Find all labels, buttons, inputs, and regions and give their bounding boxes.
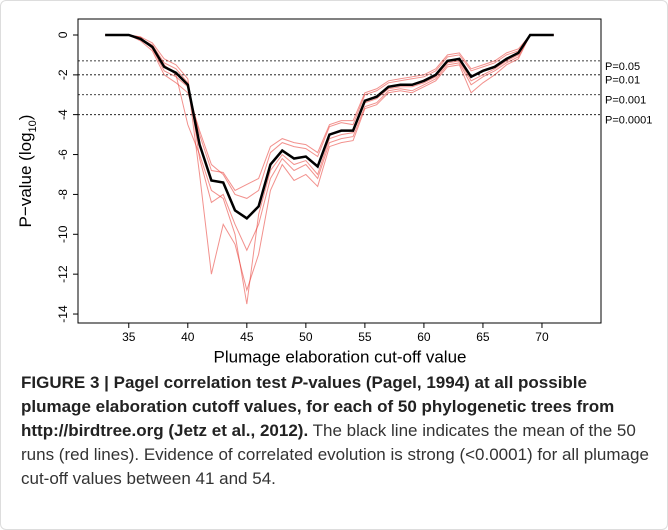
x-tick-label: 50 <box>299 330 313 344</box>
caption-bold: FIGURE 3 | Pagel correlation test <box>21 373 292 392</box>
plot-box <box>77 18 602 324</box>
x-tick-label: 65 <box>476 330 490 344</box>
series-line <box>105 34 554 292</box>
threshold-label: P=0.0001 <box>605 115 652 127</box>
citation-link[interactable]: Pagel, 1994 <box>371 373 465 392</box>
y-tick-label: -8 <box>56 189 70 200</box>
series-line <box>105 34 554 252</box>
y-tick-label: -2 <box>56 69 70 80</box>
x-tick-label: 55 <box>358 330 372 344</box>
x-tick-label: 70 <box>535 330 549 344</box>
caption-italic: P <box>291 373 303 392</box>
caption-text: The black line indicates the mean of the… <box>21 421 649 488</box>
threshold-label: P=0.001 <box>605 95 646 107</box>
y-label-end: ) <box>16 115 35 121</box>
threshold-label: P=0.05 <box>605 61 640 73</box>
caption: FIGURE 3 | Pagel correlation test P-valu… <box>21 371 653 491</box>
y-tick-label: -12 <box>56 265 70 283</box>
x-axis-label: Plumage elaboration cut-off value <box>214 347 467 366</box>
series-line <box>105 33 554 220</box>
series-line <box>105 34 554 192</box>
y-label-main: P−value (log <box>16 132 35 227</box>
y-tick-label: -10 <box>56 225 70 243</box>
y-tick-label: 0 <box>56 31 70 38</box>
x-tick-label: 40 <box>181 330 195 344</box>
caption-bold: ). <box>297 421 309 440</box>
x-tick-label: 60 <box>417 330 431 344</box>
x-tick-label: 35 <box>122 330 136 344</box>
y-axis-label: P−value (log10) <box>16 115 38 228</box>
series-line <box>105 34 554 199</box>
y-label-sub: 10 <box>27 120 39 132</box>
threshold-label: P=0.01 <box>605 75 640 87</box>
citation-link[interactable]: Jetz et al., 2012 <box>173 421 298 440</box>
y-tick-label: -14 <box>56 305 70 323</box>
x-tick-label: 45 <box>240 330 254 344</box>
chart: Plumage elaboration cut-off value P−valu… <box>16 18 652 366</box>
series-line <box>105 34 554 305</box>
caption-bold: ) at all possible plumage elaboration cu… <box>21 373 615 440</box>
y-tick-label: -4 <box>56 109 70 120</box>
caption-bold: -values ( <box>302 373 372 392</box>
y-tick-label: -6 <box>56 149 70 160</box>
